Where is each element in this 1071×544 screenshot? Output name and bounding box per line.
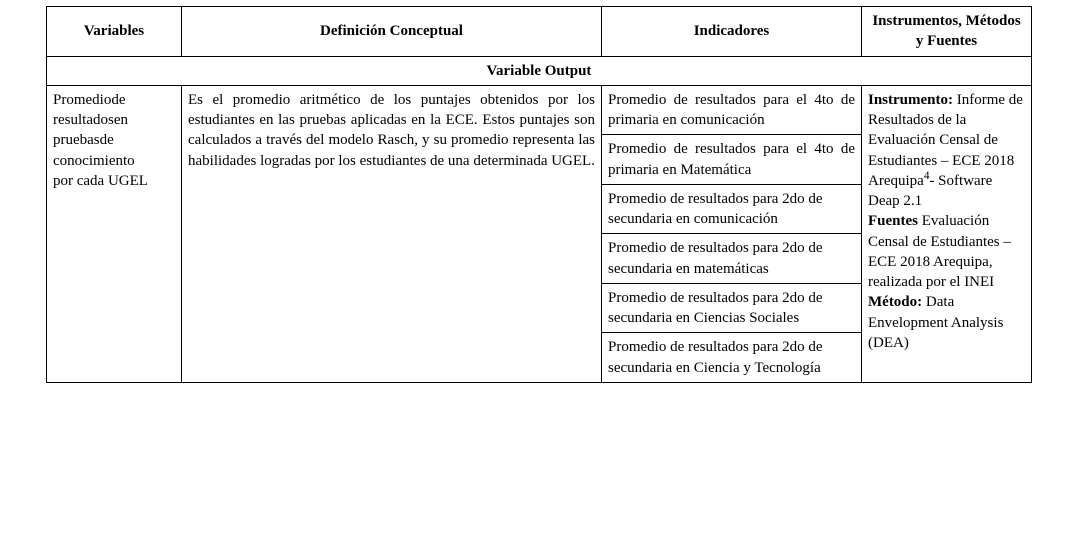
table-row: Promediode resultadosen pruebasde conoci… [47, 85, 1032, 135]
cell-indicador: Promedio de resultados para 2do de secun… [602, 333, 862, 383]
header-instrumentos: Instrumentos, Métodos y Fuentes [862, 7, 1032, 57]
cell-indicador: Promedio de resultados para el 4to de pr… [602, 135, 862, 185]
cell-instrumentos: Instrumento: Informe de Resultados de la… [862, 85, 1032, 382]
cell-indicador: Promedio de resultados para 2do de secun… [602, 283, 862, 333]
var-text: por cada UGEL [53, 171, 175, 191]
var-text: de [100, 132, 114, 148]
header-definicion: Definición Conceptual [182, 7, 602, 57]
var-text: conocimiento [53, 151, 175, 171]
var-text: Promedio [53, 92, 111, 108]
cell-variable: Promediode resultadosen pruebasde conoci… [47, 85, 182, 382]
cell-definicion: Es el promedio aritmético de los puntaje… [182, 85, 602, 382]
section-header-row: Variable Output [47, 56, 1032, 85]
fuentes-label: Fuentes [868, 213, 918, 229]
var-text: de [111, 92, 125, 108]
var-text: en [114, 112, 128, 128]
cell-indicador: Promedio de resultados para 2do de secun… [602, 184, 862, 234]
var-text: pruebas [53, 132, 100, 148]
instr-label: Instrumento: [868, 92, 953, 108]
metodo-label: Método: [868, 294, 922, 310]
header-indicadores: Indicadores [602, 7, 862, 57]
header-variables: Variables [47, 7, 182, 57]
cell-indicador: Promedio de resultados para 2do de secun… [602, 234, 862, 284]
table-header-row: Variables Definición Conceptual Indicado… [47, 7, 1032, 57]
var-text: resultados [53, 112, 114, 128]
section-title: Variable Output [47, 56, 1032, 85]
variables-table: Variables Definición Conceptual Indicado… [46, 6, 1032, 383]
cell-indicador: Promedio de resultados para el 4to de pr… [602, 85, 862, 135]
